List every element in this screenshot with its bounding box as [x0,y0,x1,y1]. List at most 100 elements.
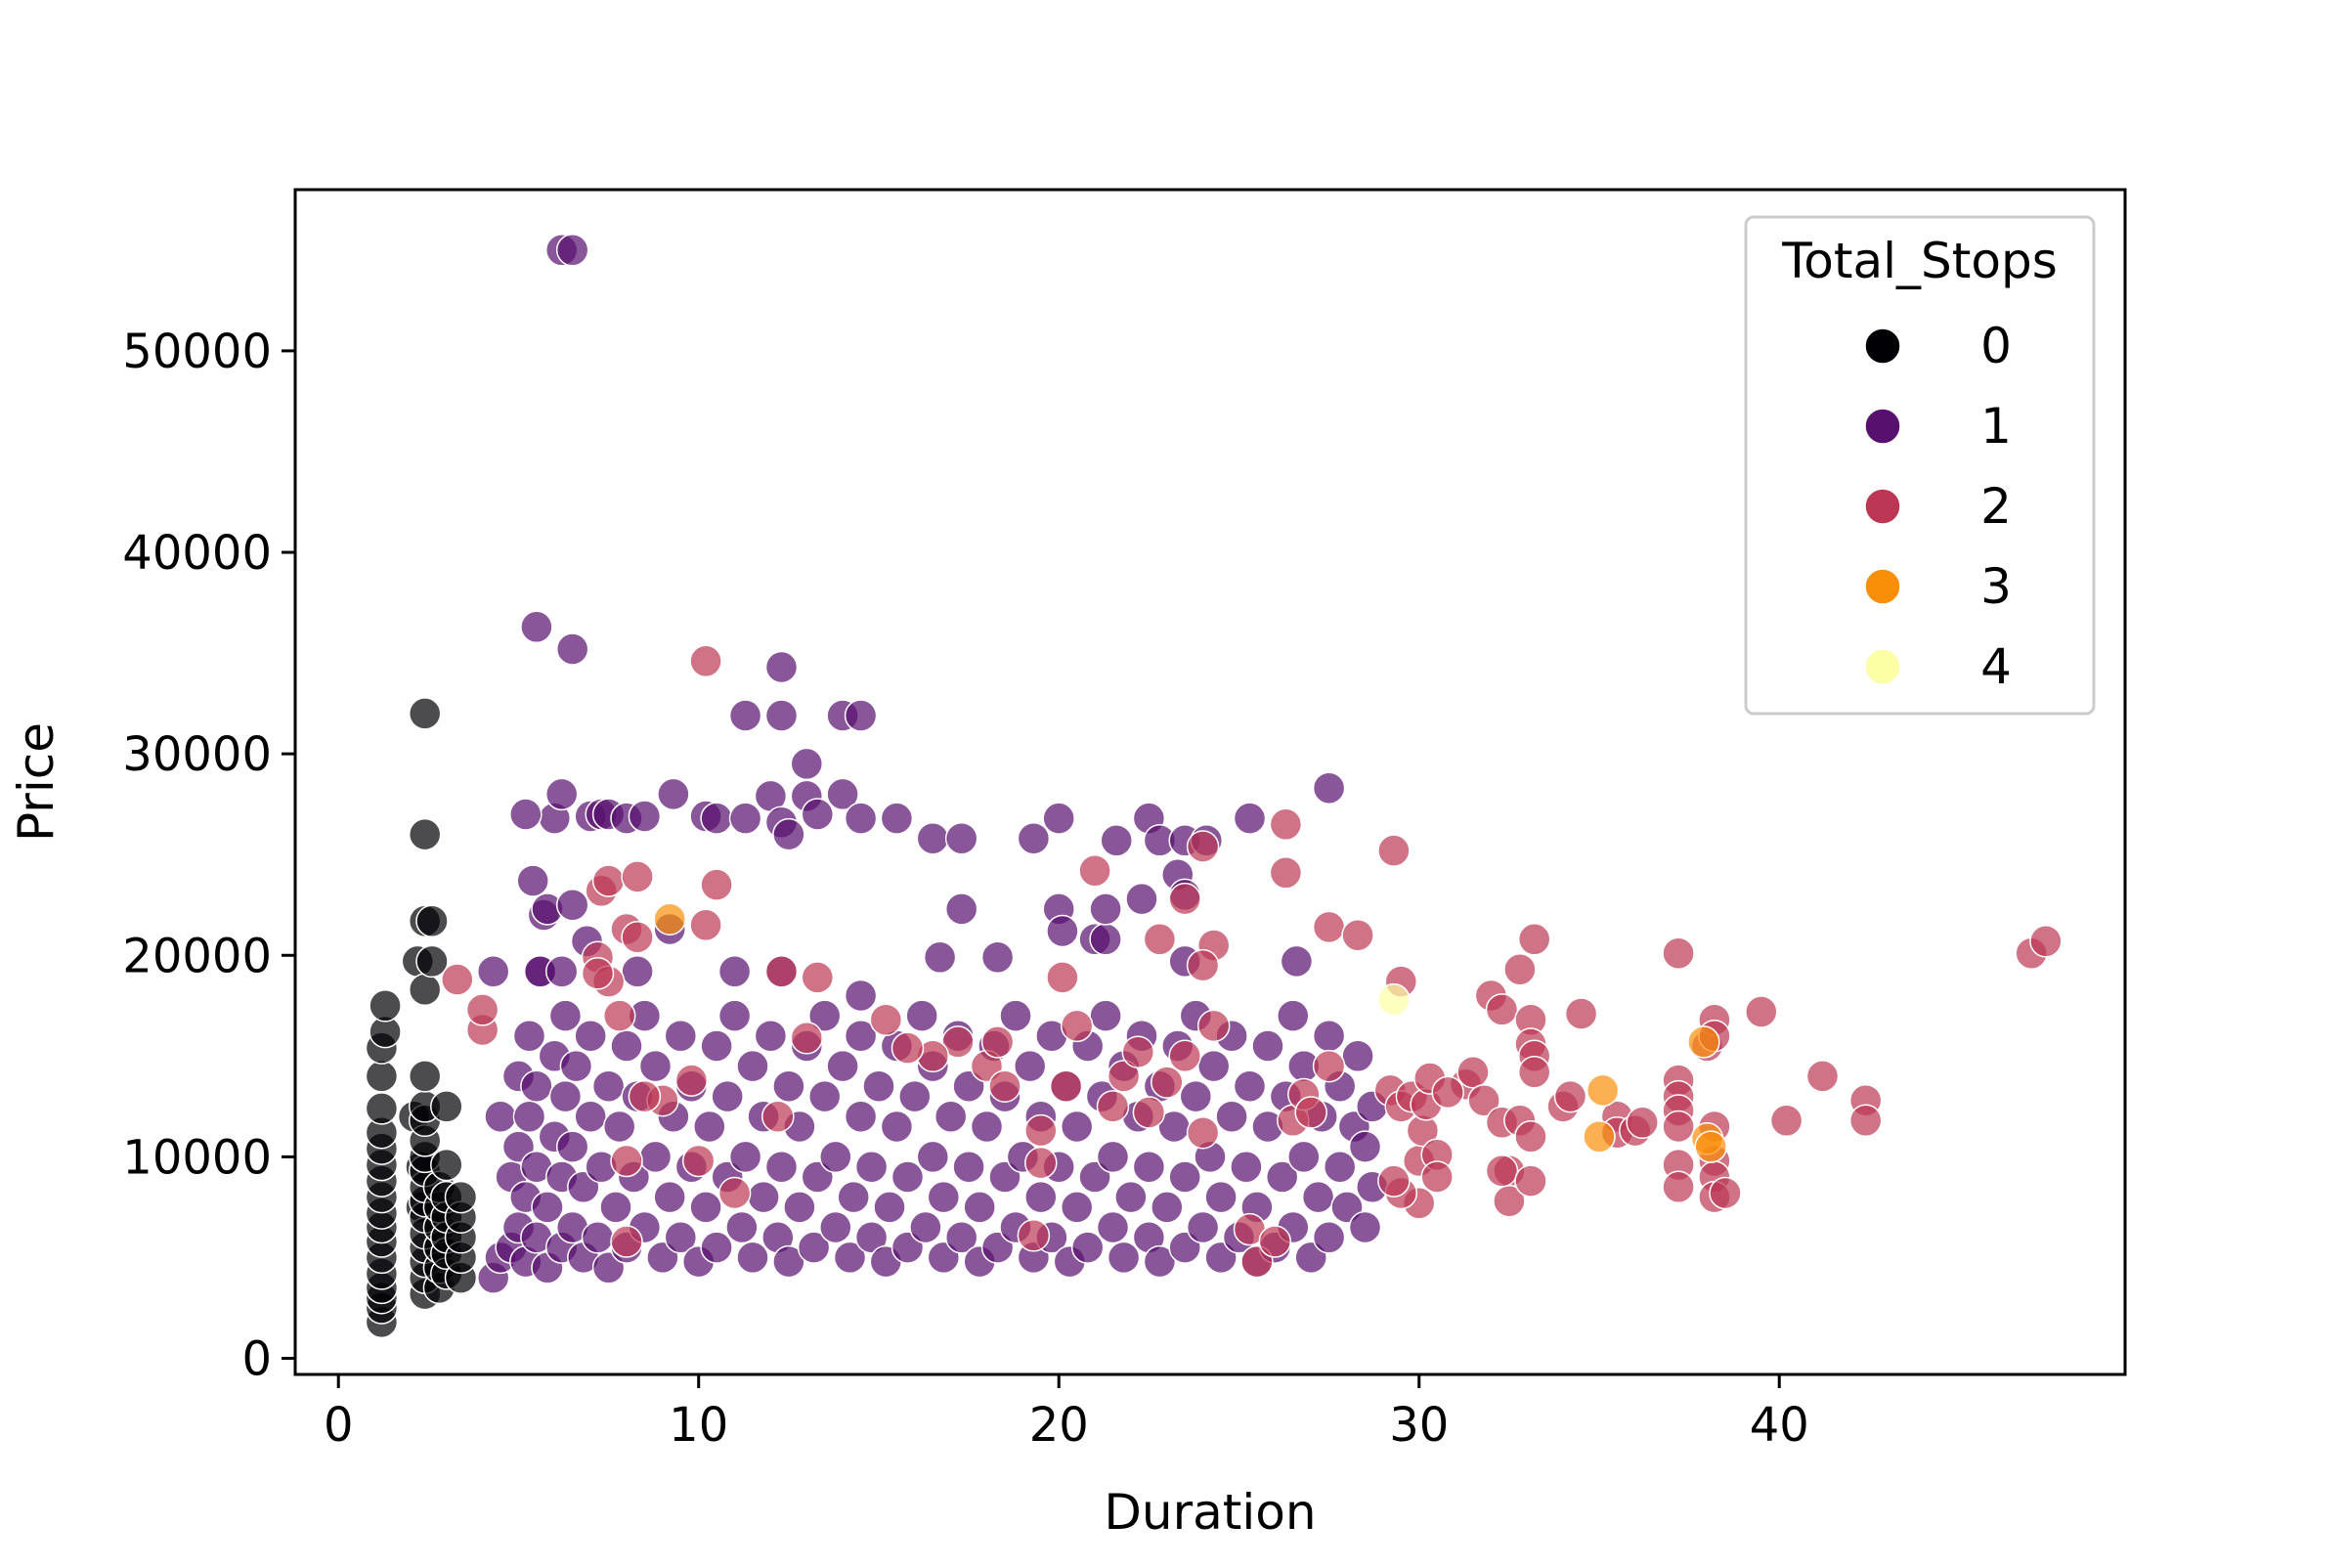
y-tick-label: 40000 [122,526,272,581]
data-point-stops-1 [844,1100,878,1133]
legend-label-1: 1 [1980,398,2012,455]
legend-marker-3 [1864,568,1901,605]
data-point-stops-2 [1553,1079,1587,1113]
data-point-stops-1 [927,1180,961,1214]
data-point-stops-1 [1096,1210,1130,1244]
data-point-stops-1 [693,1110,726,1144]
data-point-stops-1 [772,1069,805,1103]
legend-title: Total_Stops [1781,233,2058,289]
x-axis: 0 10 20 30 40 [324,1374,1809,1453]
data-point-stops-2 [1662,1110,1695,1144]
data-point-stops-1 [555,234,589,267]
data-point-stops-1 [819,1140,852,1174]
x-tick-label: 20 [1029,1398,1089,1453]
data-point-stops-2 [441,963,474,996]
data-point-stops-2 [1377,1164,1411,1198]
data-point-stops-2 [1312,1049,1346,1083]
data-point-stops-2 [1503,952,1537,986]
data-point-stops-1 [772,817,805,851]
data-point-stops-1 [1233,1069,1267,1103]
data-point-stops-1 [844,802,878,835]
data-point-stops-2 [1269,856,1303,890]
data-point-stops-1 [1301,1180,1335,1214]
y-tick-label: 0 [241,1332,272,1387]
data-point-stops-1 [1089,923,1122,956]
data-point-stops-2 [764,955,799,988]
data-point-stops-2 [1294,1096,1327,1129]
data-point-stops-1 [1089,893,1122,926]
data-point-stops-2 [1848,1104,1883,1138]
data-point-stops-1 [916,821,950,855]
data-point-stops-1 [736,1049,769,1083]
data-point-stops-1 [581,1221,615,1254]
data-point-stops-1 [664,1019,698,1053]
data-point-stops-1 [1230,1150,1263,1184]
data-point-stops-1 [736,1241,769,1275]
data-point-stops-2 [1107,1060,1141,1093]
data-point-stops-0 [415,904,449,937]
data-point-stops-2 [1258,1225,1292,1258]
data-point-stops-1 [862,1069,895,1103]
data-point-stops-1 [1348,1210,1382,1244]
data-point-stops-1 [621,955,654,988]
data-point-stops-1 [1046,914,1079,948]
data-point-stops-1 [1204,1180,1238,1214]
data-point-stops-2 [1132,1096,1166,1129]
data-point-stops-1 [555,632,589,666]
data-point-stops-4 [1377,982,1411,1017]
data-point-stops-1 [1348,1130,1382,1163]
data-point-stops-1 [1251,1029,1284,1063]
data-point-stops-2 [1485,993,1519,1026]
data-point-stops-3 [1586,1073,1620,1108]
data-point-stops-0 [430,1090,463,1123]
data-point-stops-1 [1143,1244,1177,1279]
legend-marker-2 [1864,488,1901,525]
data-point-stops-1 [1042,802,1075,835]
data-point-stops-1 [1287,1140,1321,1174]
y-axis-label: Price [8,722,65,842]
data-point-stops-2 [1456,1056,1490,1089]
data-point-stops-1 [700,802,733,835]
data-point-stops-1 [1096,1140,1130,1174]
data-point-stops-2 [591,864,626,897]
plot-frame [293,188,2127,1376]
data-point-stops-1 [1323,1150,1357,1184]
data-point-stops-1 [837,1180,870,1214]
data-point-stops-2 [1049,1069,1083,1103]
x-axis-label: Duration [1104,1484,1316,1541]
data-point-stops-2 [1431,1075,1464,1110]
legend-marker-4 [1864,648,1901,685]
data-point-stops-1 [728,699,762,732]
data-point-stops-1 [1060,1191,1094,1224]
data-point-stops-1 [628,800,662,833]
data-point-stops-2 [1017,1219,1051,1252]
data-point-stops-1 [790,747,824,781]
data-point-stops-1 [952,1150,985,1184]
data-point-stops-2 [1060,1009,1094,1043]
data-point-stops-1 [555,1130,589,1163]
data-point-stops-3 [1687,1025,1720,1059]
data-point-stops-2 [1168,882,1201,916]
data-point-stops-2 [1168,1039,1201,1073]
y-tick-label: 20000 [122,929,272,983]
data-point-stops-2 [1709,1176,1742,1210]
data-point-stops-1 [1341,1039,1374,1073]
data-point-stops-1 [1114,1180,1148,1214]
data-point-stops-0 [369,989,402,1023]
data-point-stops-1 [970,1110,1004,1144]
data-point-stops-1 [934,1100,968,1133]
legend-label-3: 3 [1980,558,2012,615]
data-point-stops-1 [826,777,859,811]
data-point-stops-1 [801,798,835,831]
data-point-stops-1 [700,1029,733,1063]
data-point-stops-1 [725,1210,759,1244]
data-point-stops-2 [1564,997,1598,1030]
legend-label-2: 2 [1980,478,2012,535]
data-point-stops-1 [1089,999,1122,1032]
data-point-stops-1 [854,1221,889,1254]
data-point-stops-1 [764,699,799,732]
data-point-stops-2 [1312,910,1346,944]
data-point-stops-1 [653,1180,686,1214]
data-point-stops-1 [1100,824,1133,857]
